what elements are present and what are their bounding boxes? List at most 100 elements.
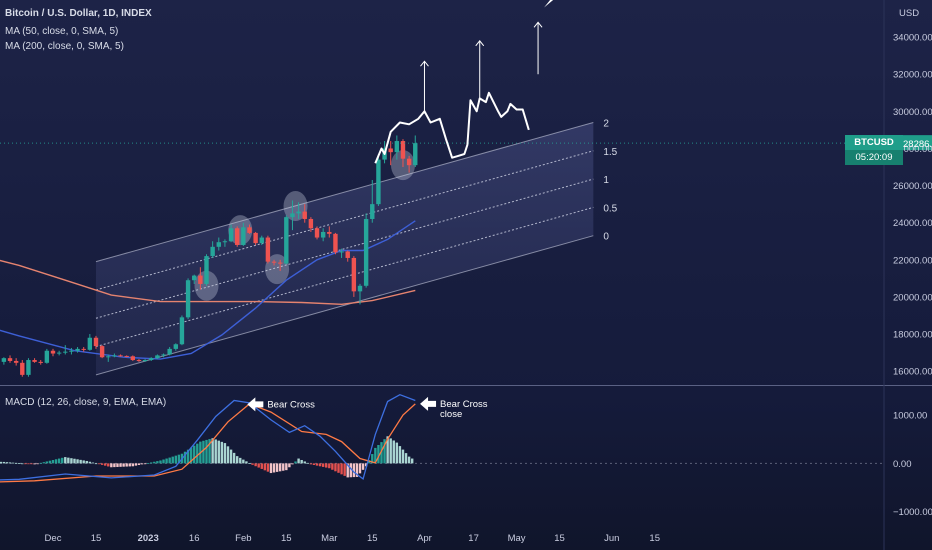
candle[interactable] bbox=[142, 360, 148, 362]
macd-histogram-bar bbox=[321, 463, 325, 467]
highlight-circle bbox=[265, 254, 290, 285]
candle[interactable] bbox=[400, 141, 406, 159]
macd-pane[interactable] bbox=[0, 393, 884, 483]
candle[interactable] bbox=[210, 246, 215, 257]
macd-histogram-bar bbox=[196, 443, 199, 464]
moving-averages bbox=[0, 220, 416, 360]
candle[interactable] bbox=[185, 280, 191, 318]
candle[interactable] bbox=[228, 228, 234, 242]
macd-histogram-bar bbox=[371, 454, 374, 464]
bear-cross-arrow bbox=[247, 397, 264, 412]
candle[interactable] bbox=[118, 355, 123, 357]
candle[interactable] bbox=[394, 141, 400, 153]
candle[interactable] bbox=[308, 218, 314, 229]
candle[interactable] bbox=[161, 354, 166, 356]
candle[interactable] bbox=[87, 337, 93, 350]
candle[interactable] bbox=[130, 356, 136, 361]
candle[interactable] bbox=[265, 237, 271, 262]
macd-histogram-bar bbox=[97, 463, 101, 465]
macd-histogram-bar bbox=[410, 458, 414, 464]
macd-histogram-bar bbox=[61, 457, 64, 464]
candle[interactable] bbox=[253, 232, 258, 244]
candle[interactable] bbox=[20, 362, 25, 375]
candle[interactable] bbox=[222, 241, 228, 243]
current-price-label: 28286.76 bbox=[903, 139, 932, 150]
candle[interactable] bbox=[149, 358, 154, 361]
candle[interactable] bbox=[179, 317, 185, 345]
macd-histogram-bar bbox=[211, 438, 214, 464]
candle[interactable] bbox=[216, 242, 221, 247]
candle[interactable] bbox=[302, 211, 307, 219]
candle[interactable] bbox=[69, 350, 74, 352]
candle[interactable] bbox=[192, 275, 197, 281]
macd-histogram-bar bbox=[189, 447, 193, 464]
candle[interactable] bbox=[63, 351, 68, 353]
time-tick-label: 15 bbox=[649, 533, 660, 544]
macd-histogram-bar bbox=[242, 459, 245, 464]
candle[interactable] bbox=[1, 358, 7, 362]
candle[interactable] bbox=[112, 355, 117, 357]
candle[interactable] bbox=[296, 211, 301, 214]
fib-channel[interactable]: 0 0.5 1 1.5 2 bbox=[95, 118, 618, 376]
candle[interactable] bbox=[376, 159, 381, 205]
candle[interactable] bbox=[333, 233, 338, 253]
candle[interactable] bbox=[56, 352, 62, 354]
candle[interactable] bbox=[13, 360, 19, 363]
candle[interactable] bbox=[99, 346, 105, 358]
candle[interactable] bbox=[284, 217, 289, 264]
candle[interactable] bbox=[327, 231, 332, 234]
candle[interactable] bbox=[167, 348, 172, 355]
candle[interactable] bbox=[406, 158, 412, 166]
candle[interactable] bbox=[136, 360, 142, 362]
candle[interactable] bbox=[75, 348, 80, 351]
candle[interactable] bbox=[26, 360, 31, 375]
candle[interactable] bbox=[339, 251, 344, 253]
macd-histogram-bar bbox=[119, 463, 122, 467]
candle[interactable] bbox=[124, 355, 129, 357]
macd-histogram-bar bbox=[272, 463, 276, 473]
candle[interactable] bbox=[7, 358, 13, 361]
candle[interactable] bbox=[235, 228, 240, 245]
macd-histogram-bar bbox=[232, 452, 236, 464]
candle[interactable] bbox=[241, 227, 246, 245]
price-tick-label: 34000.00 bbox=[893, 33, 932, 44]
candle[interactable] bbox=[363, 218, 369, 286]
macd-histogram-bar bbox=[18, 463, 21, 464]
candle[interactable] bbox=[81, 348, 86, 350]
macd-histogram-bar bbox=[300, 459, 303, 464]
candle[interactable] bbox=[155, 355, 160, 359]
candle[interactable] bbox=[277, 262, 283, 264]
candle[interactable] bbox=[93, 337, 99, 347]
candle[interactable] bbox=[345, 251, 350, 258]
macd-histogram-bar bbox=[140, 463, 144, 465]
candle[interactable] bbox=[198, 275, 203, 284]
candle[interactable] bbox=[247, 227, 252, 233]
candle[interactable] bbox=[38, 361, 43, 363]
macd-histogram-bar bbox=[389, 438, 392, 464]
candle[interactable] bbox=[173, 344, 178, 349]
candle[interactable] bbox=[271, 261, 277, 263]
macd-histogram-bar bbox=[33, 463, 36, 465]
candle[interactable] bbox=[204, 256, 209, 284]
candle[interactable] bbox=[370, 204, 375, 219]
macd-histogram-bar bbox=[229, 449, 233, 464]
macd-histogram-bar bbox=[100, 463, 104, 465]
ma50-line bbox=[0, 220, 416, 360]
candle[interactable] bbox=[32, 360, 37, 362]
macd-histogram-bar bbox=[113, 463, 116, 468]
candle[interactable] bbox=[259, 237, 264, 244]
candle[interactable] bbox=[50, 350, 56, 354]
candle[interactable] bbox=[413, 143, 418, 166]
candle[interactable] bbox=[106, 356, 111, 358]
channel-level-label: 1.5 bbox=[603, 147, 617, 158]
candle[interactable] bbox=[44, 350, 50, 363]
currency-label: USD bbox=[899, 8, 919, 19]
candle[interactable] bbox=[388, 148, 393, 153]
candle[interactable] bbox=[290, 213, 295, 218]
candle[interactable] bbox=[314, 228, 320, 238]
candle[interactable] bbox=[357, 285, 363, 292]
candle[interactable] bbox=[320, 231, 326, 238]
candle[interactable] bbox=[351, 257, 357, 292]
